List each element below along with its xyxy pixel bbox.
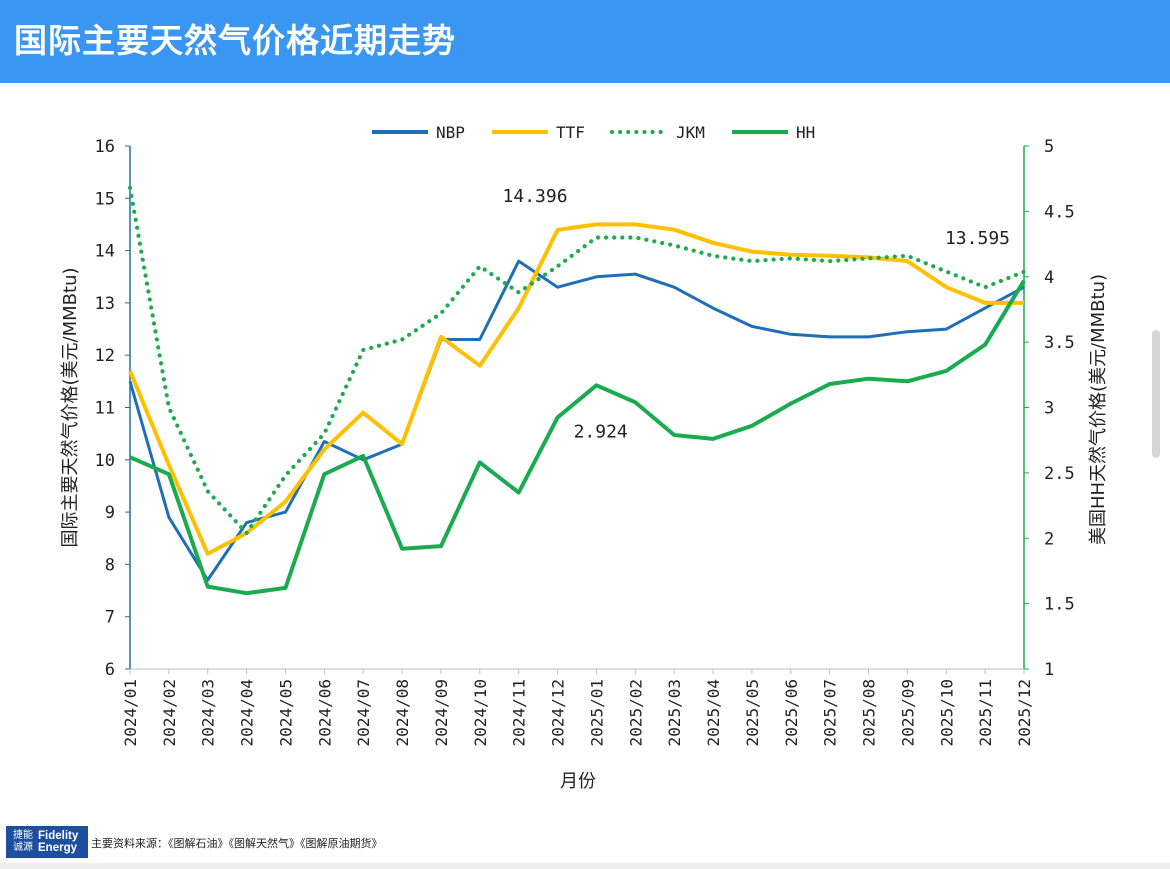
series-line-jkm [127,185,1027,536]
right-tick-label: 5 [1044,137,1054,157]
x-tick-label: 2024/10 [471,679,490,746]
left-tick-label: 10 [95,451,115,471]
left-tick-label: 14 [95,242,115,262]
right-tick-label: 2.5 [1044,464,1075,484]
left-tick-label: 8 [105,555,115,575]
right-tick-label: 3 [1044,399,1054,419]
x-tick-label: 2025/12 [1015,679,1034,746]
fidelity-energy-logo: 捷能 诚源 Fidelity Energy [6,826,88,858]
left-tick-label: 16 [95,137,115,157]
left-tick-label: 7 [105,608,115,628]
right-axis-title: 美国HH天然气价格(美元/MMBtu) [1088,274,1109,545]
logo-cn-line1: 捷能 [13,830,33,841]
left-tick-label: 13 [95,294,115,314]
logo-en-line1: Fidelity [38,830,79,842]
x-tick-label: 2024/01 [121,679,140,746]
series-line-hh [129,279,1026,596]
left-tick-label: 15 [95,189,115,209]
x-tick-label: 2024/07 [354,679,373,746]
legend-label-hh: HH [796,123,815,142]
series-line-ttf [128,222,1024,556]
x-tick-label: 2024/06 [315,679,334,746]
x-tick-label: 2025/01 [587,679,606,746]
page-title: 国际主要天然气价格近期走势 [14,21,456,60]
x-tick-label: 2025/05 [743,679,762,746]
x-tick-label: 2025/02 [626,679,645,746]
bottom-edge [0,863,1170,869]
x-tick-label: 2025/07 [821,679,840,746]
axes: 6 7 8 9 10 11 12 13 14 15 16 1 1.5 2 2.5 3 3.5 4 4.5 5 2024/… [60,137,1109,792]
data-label-ttf: 14.396 [503,186,568,207]
x-tick-label: 2025/09 [898,679,917,746]
legend-label-ttf: TTF [556,123,585,142]
x-tick-label: 2024/08 [393,679,412,746]
annotations: 14.396 13.595 2.924 [503,186,1010,443]
left-tick-label: 9 [105,503,115,523]
right-tick-label: 1 [1044,660,1054,680]
left-axis-title: 国际主要天然气价格(美元/MMBtu) [60,268,81,548]
right-tick-label: 2 [1044,529,1054,549]
right-tick-label: 4 [1044,268,1054,288]
left-tick-label: 6 [105,660,115,680]
price-line-chart: 6 7 8 9 10 11 12 13 14 15 16 1 1.5 2 2.5 3 3.5 4 4.5 5 2024/… [60,123,1109,792]
x-tick-label: 2025/11 [976,679,995,746]
data-label-jkm: 13.595 [945,228,1010,249]
page-header: 国际主要天然气价格近期走势 [0,0,1170,83]
series-lines [127,185,1027,596]
legend-label-jkm: JKM [676,123,705,142]
left-tick-label: 11 [95,399,115,419]
x-tick-label: 2024/02 [160,679,179,746]
logo-en-line2: Energy [38,842,77,854]
x-tick-label: 2024/12 [549,679,568,746]
logo-cn-line2: 诚源 [13,842,33,853]
legend-label-nbp: NBP [436,123,465,142]
x-tick-label: 2025/10 [937,679,956,746]
source-note: 主要资料来源：《图解石油》《图解天然气》《图解原油期货》 [91,837,383,850]
data-label-hh: 2.924 [574,421,628,442]
right-tick-label: 4.5 [1044,202,1075,222]
x-axis-title: 月份 [560,771,596,792]
x-tick-label: 2025/04 [704,679,723,746]
x-tick-label: 2024/03 [199,679,218,746]
x-tick-label: 2024/09 [432,679,451,746]
x-tick-label: 2025/03 [665,679,684,746]
x-tick-label: 2024/04 [238,679,257,746]
vertical-scrollbar[interactable] [1152,330,1160,458]
x-tick-label: 2025/06 [782,679,801,746]
x-tick-label: 2025/08 [860,679,879,746]
x-tick-label: 2024/05 [276,679,295,746]
legend: NBP TTF JKM HH [372,123,815,142]
right-tick-label: 1.5 [1044,595,1075,615]
left-tick-label: 12 [95,346,115,366]
series-line-nbp [128,259,1025,582]
x-tick-label: 2024/11 [510,679,529,746]
right-tick-label: 3.5 [1044,333,1075,353]
